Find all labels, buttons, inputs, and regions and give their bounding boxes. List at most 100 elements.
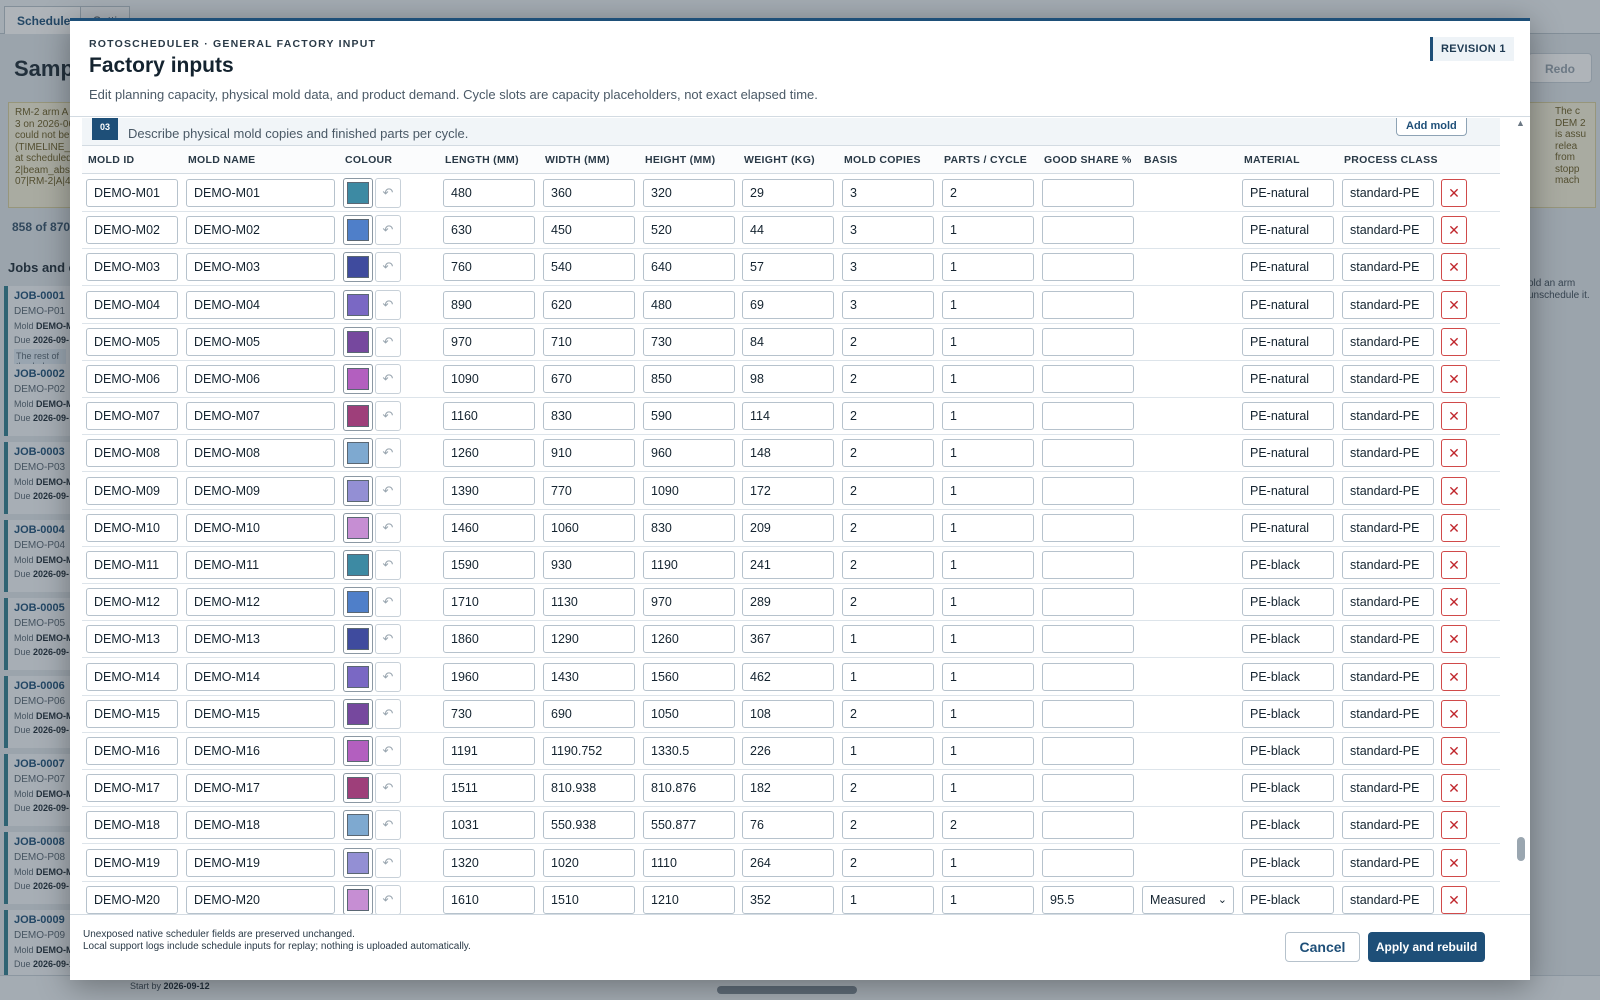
close-x-icon[interactable]: ✕ bbox=[1441, 811, 1467, 840]
add-mold-button[interactable]: Add mold bbox=[1396, 118, 1467, 136]
colour-picker[interactable] bbox=[343, 215, 373, 246]
parts-per-cycle-input[interactable]: 1 bbox=[942, 774, 1034, 803]
mold-copies-input[interactable]: 2 bbox=[842, 811, 934, 840]
material-input[interactable]: PE-natural bbox=[1242, 402, 1334, 431]
good-share-input[interactable] bbox=[1042, 179, 1134, 207]
parts-per-cycle-input[interactable]: 1 bbox=[942, 439, 1034, 468]
good-share-input[interactable] bbox=[1042, 327, 1134, 356]
width-input[interactable]: 1060 bbox=[543, 513, 635, 542]
good-share-input[interactable] bbox=[1042, 551, 1134, 579]
mold-copies-input[interactable]: 3 bbox=[842, 253, 934, 282]
width-input[interactable]: 690 bbox=[543, 699, 635, 728]
mold-copies-input[interactable]: 2 bbox=[842, 551, 934, 579]
close-x-icon[interactable]: ✕ bbox=[1441, 885, 1467, 914]
parts-per-cycle-input[interactable]: 1 bbox=[942, 737, 1034, 765]
undo-arrow-icon[interactable]: ↶ bbox=[375, 326, 401, 357]
process-class-input[interactable]: standard-PE bbox=[1342, 588, 1434, 617]
close-x-icon[interactable]: ✕ bbox=[1441, 327, 1467, 356]
mold-name-input[interactable]: DEMO-M01 bbox=[186, 179, 335, 207]
close-x-icon[interactable]: ✕ bbox=[1441, 699, 1467, 728]
mold-copies-input[interactable]: 1 bbox=[842, 662, 934, 691]
length-input[interactable]: 1460 bbox=[443, 513, 535, 542]
width-input[interactable]: 1430 bbox=[543, 662, 635, 691]
length-input[interactable]: 970 bbox=[443, 327, 535, 356]
weight-input[interactable]: 462 bbox=[742, 662, 834, 691]
length-input[interactable]: 1090 bbox=[443, 365, 535, 393]
mold-copies-input[interactable]: 1 bbox=[842, 625, 934, 654]
parts-per-cycle-input[interactable]: 1 bbox=[942, 885, 1034, 914]
mold-copies-input[interactable]: 3 bbox=[842, 290, 934, 319]
parts-per-cycle-input[interactable]: 1 bbox=[942, 662, 1034, 691]
height-input[interactable]: 1330.5 bbox=[643, 737, 735, 765]
width-input[interactable]: 670 bbox=[543, 365, 635, 393]
close-x-icon[interactable]: ✕ bbox=[1441, 216, 1467, 245]
undo-arrow-icon[interactable]: ↶ bbox=[375, 364, 401, 394]
close-x-icon[interactable]: ✕ bbox=[1441, 476, 1467, 505]
undo-arrow-icon[interactable]: ↶ bbox=[375, 289, 401, 320]
mold-copies-input[interactable]: 2 bbox=[842, 699, 934, 728]
horizontal-scroll-thumb[interactable] bbox=[717, 986, 857, 994]
mold-id-input[interactable]: DEMO-M17 bbox=[86, 774, 178, 803]
mold-id-input[interactable]: DEMO-M06 bbox=[86, 365, 178, 393]
colour-picker[interactable] bbox=[343, 698, 373, 729]
job-card[interactable]: JOB-0009 DEMO-P09 Mold DEMO-M Due 2026-09-1… bbox=[4, 910, 72, 982]
material-input[interactable]: PE-black bbox=[1242, 811, 1334, 840]
colour-picker[interactable] bbox=[343, 847, 373, 878]
undo-arrow-icon[interactable]: ↶ bbox=[375, 587, 401, 618]
redo-button[interactable]: Redo bbox=[1528, 53, 1592, 83]
job-card[interactable]: JOB-0003 DEMO-P03 Mold DEMO-M Due 2026-09- bbox=[4, 442, 72, 514]
length-input[interactable]: 480 bbox=[443, 179, 535, 207]
colour-picker[interactable] bbox=[343, 550, 373, 580]
material-input[interactable]: PE-black bbox=[1242, 625, 1334, 654]
length-input[interactable]: 1260 bbox=[443, 439, 535, 468]
job-card[interactable]: JOB-0002 DEMO-P02 Mold DEMO-M Due 2026-09- bbox=[4, 364, 72, 436]
mold-id-input[interactable]: DEMO-M04 bbox=[86, 290, 178, 319]
length-input[interactable]: 1590 bbox=[443, 551, 535, 579]
material-input[interactable]: PE-black bbox=[1242, 848, 1334, 877]
mold-copies-input[interactable]: 2 bbox=[842, 327, 934, 356]
parts-per-cycle-input[interactable]: 2 bbox=[942, 179, 1034, 207]
undo-arrow-icon[interactable]: ↶ bbox=[375, 698, 401, 729]
parts-per-cycle-input[interactable]: 1 bbox=[942, 699, 1034, 728]
job-card[interactable]: JOB-0006 DEMO-P06 Mold DEMO-M Due 2026-09- bbox=[4, 676, 72, 748]
close-x-icon[interactable]: ✕ bbox=[1441, 625, 1467, 654]
process-class-input[interactable]: standard-PE bbox=[1342, 551, 1434, 579]
weight-input[interactable]: 98 bbox=[742, 365, 834, 393]
height-input[interactable]: 550.877 bbox=[643, 811, 735, 840]
undo-arrow-icon[interactable]: ↶ bbox=[375, 810, 401, 841]
height-input[interactable]: 1210 bbox=[643, 885, 735, 914]
weight-input[interactable]: 352 bbox=[742, 885, 834, 914]
mold-copies-input[interactable]: 2 bbox=[842, 588, 934, 617]
mold-id-input[interactable]: DEMO-M14 bbox=[86, 662, 178, 691]
height-input[interactable]: 1560 bbox=[643, 662, 735, 691]
undo-arrow-icon[interactable]: ↶ bbox=[375, 438, 401, 469]
process-class-input[interactable]: standard-PE bbox=[1342, 774, 1434, 803]
mold-copies-input[interactable]: 2 bbox=[842, 513, 934, 542]
process-class-input[interactable]: standard-PE bbox=[1342, 811, 1434, 840]
height-input[interactable]: 1260 bbox=[643, 625, 735, 654]
good-share-input[interactable] bbox=[1042, 774, 1134, 803]
good-share-input[interactable] bbox=[1042, 513, 1134, 542]
parts-per-cycle-input[interactable]: 1 bbox=[942, 253, 1034, 282]
process-class-input[interactable]: standard-PE bbox=[1342, 216, 1434, 245]
weight-input[interactable]: 69 bbox=[742, 290, 834, 319]
cancel-button[interactable]: Cancel bbox=[1285, 932, 1360, 962]
apply-and-rebuild-button[interactable]: Apply and rebuild bbox=[1368, 932, 1485, 962]
process-class-input[interactable]: standard-PE bbox=[1342, 737, 1434, 765]
parts-per-cycle-input[interactable]: 2 bbox=[942, 811, 1034, 840]
parts-per-cycle-input[interactable]: 1 bbox=[942, 625, 1034, 654]
process-class-input[interactable]: standard-PE bbox=[1342, 699, 1434, 728]
parts-per-cycle-input[interactable]: 1 bbox=[942, 848, 1034, 877]
material-input[interactable]: PE-natural bbox=[1242, 179, 1334, 207]
width-input[interactable]: 910 bbox=[543, 439, 635, 468]
mold-name-input[interactable]: DEMO-M13 bbox=[186, 625, 335, 654]
mold-name-input[interactable]: DEMO-M07 bbox=[186, 402, 335, 431]
mold-name-input[interactable]: DEMO-M11 bbox=[186, 551, 335, 579]
process-class-input[interactable]: standard-PE bbox=[1342, 662, 1434, 691]
mold-copies-input[interactable]: 1 bbox=[842, 737, 934, 765]
width-input[interactable]: 1510 bbox=[543, 885, 635, 914]
material-input[interactable]: PE-natural bbox=[1242, 216, 1334, 245]
process-class-input[interactable]: standard-PE bbox=[1342, 439, 1434, 468]
process-class-input[interactable]: standard-PE bbox=[1342, 513, 1434, 542]
height-input[interactable]: 830 bbox=[643, 513, 735, 542]
